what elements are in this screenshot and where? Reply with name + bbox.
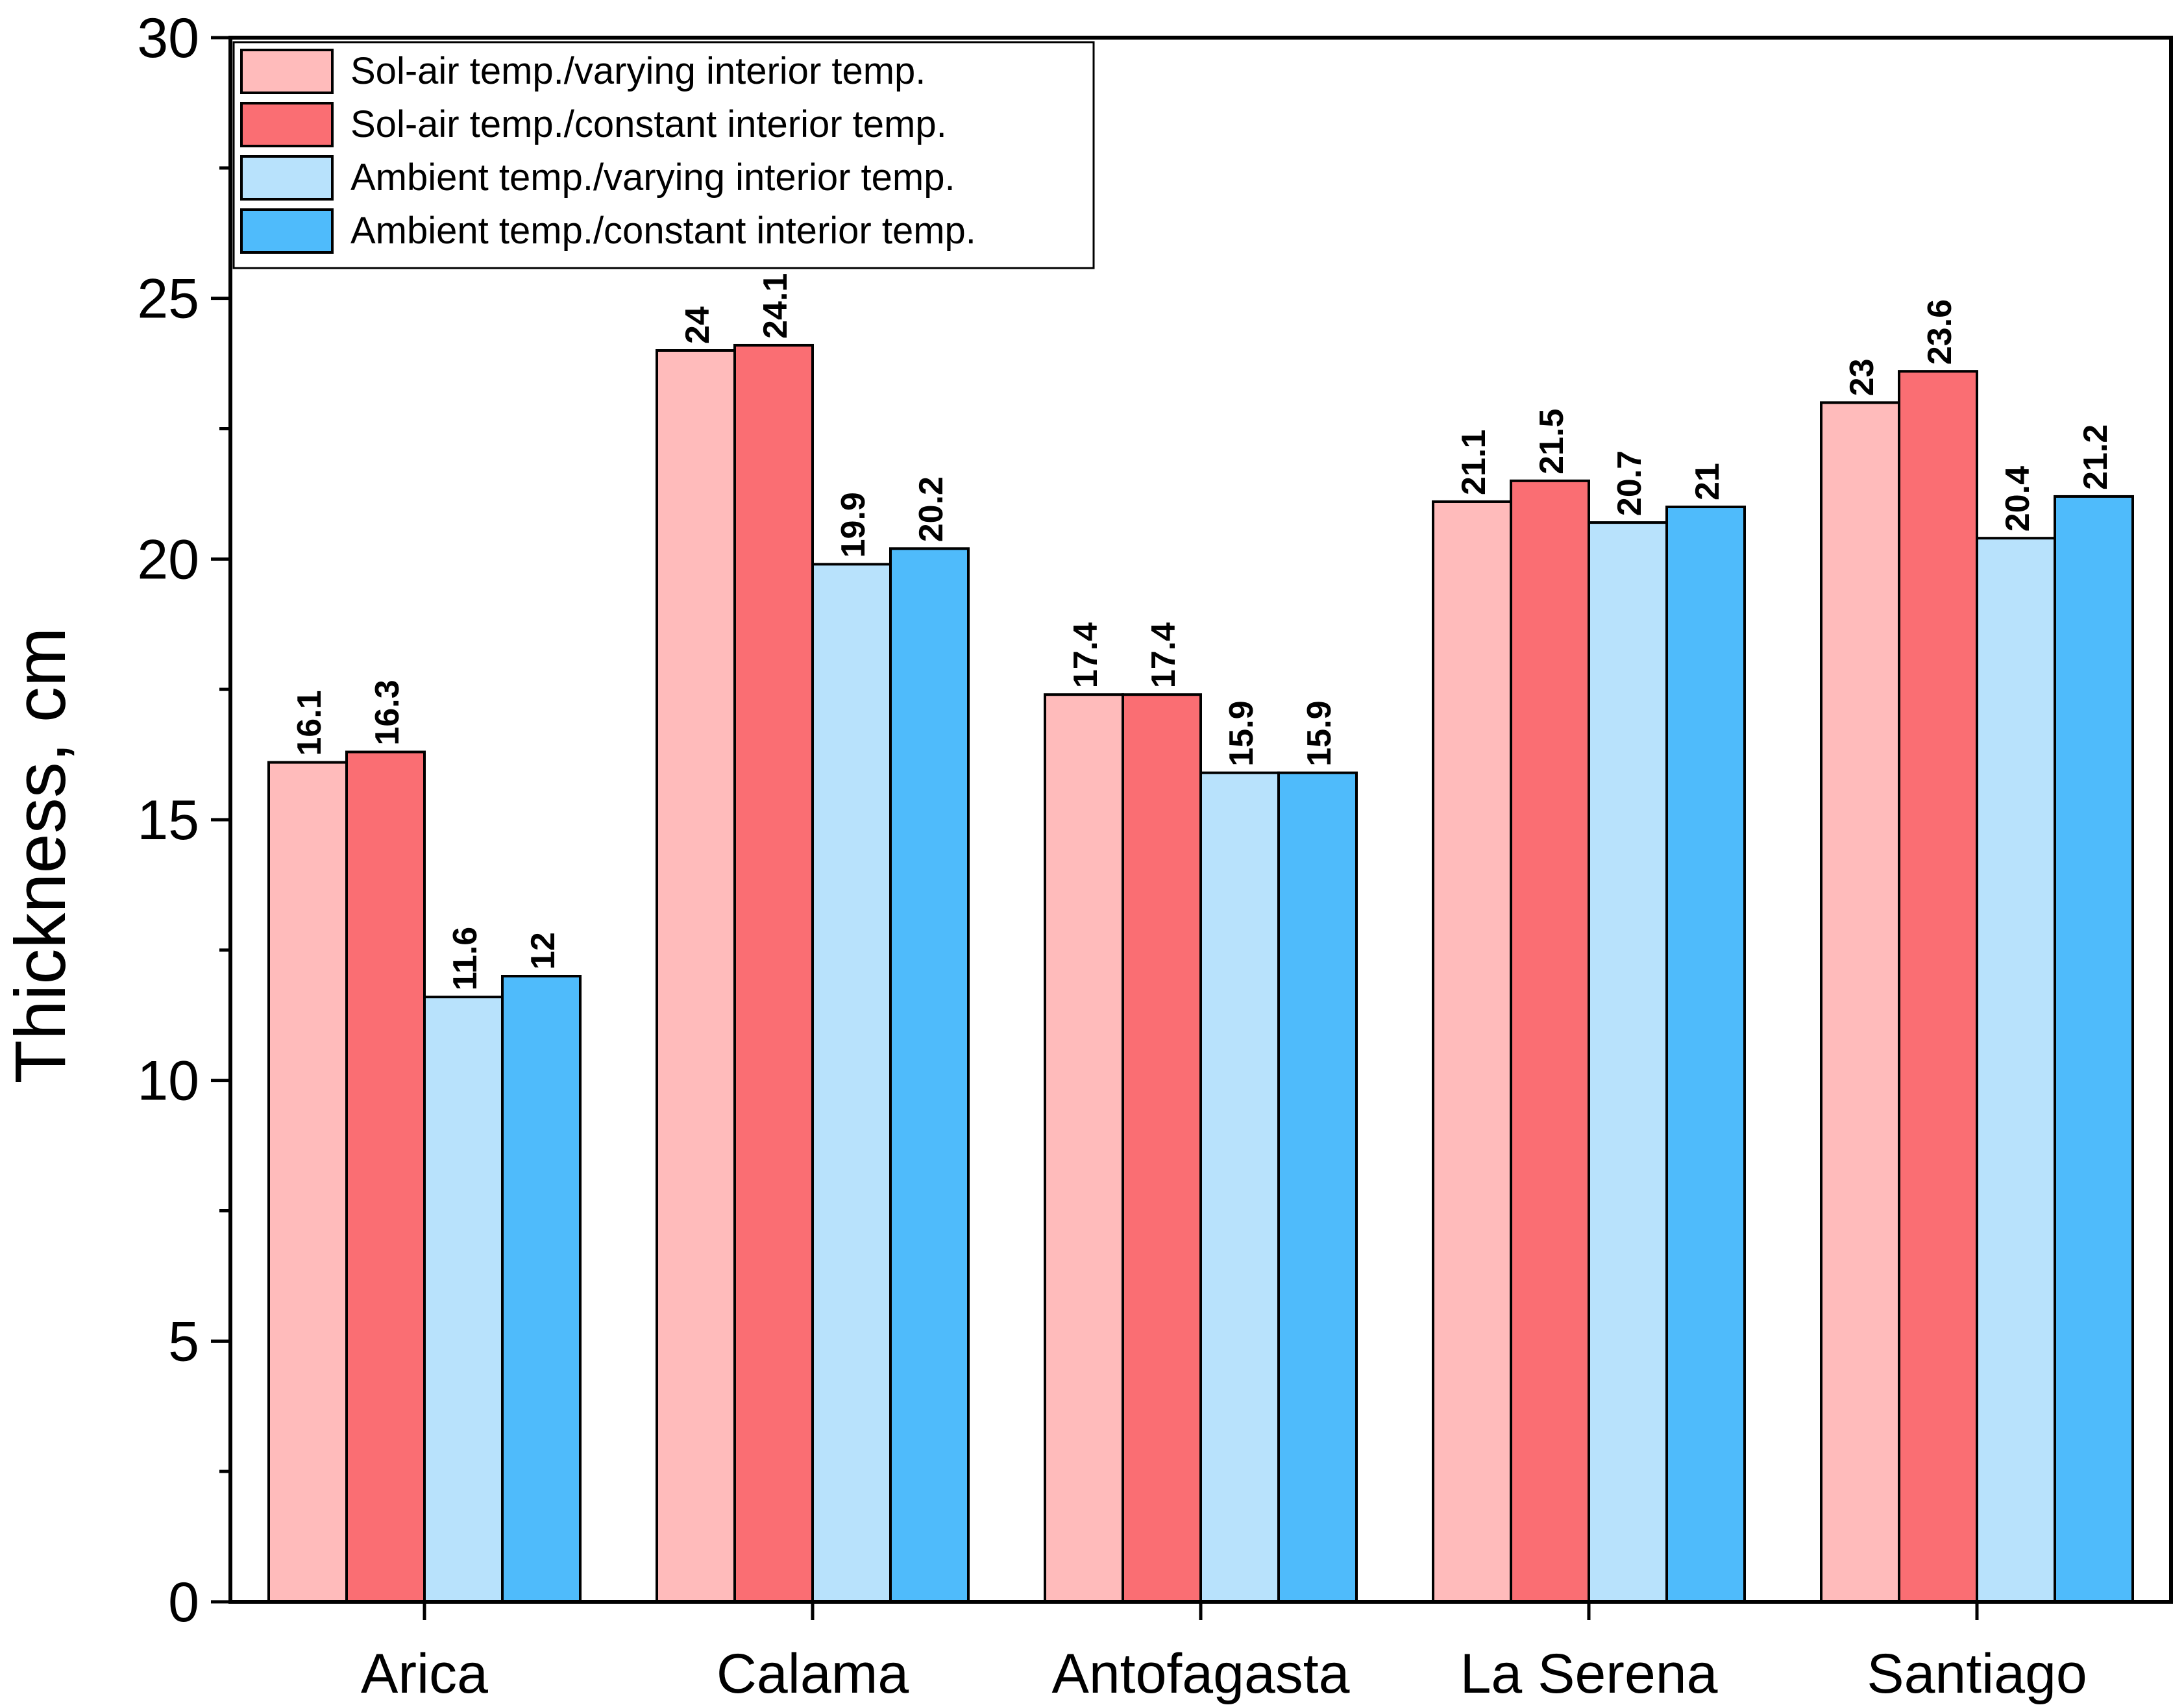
bar-calama-series-1: [656, 349, 736, 1603]
y-tick-label: 5: [168, 1310, 199, 1373]
data-label: 17.4: [1067, 622, 1105, 688]
legend-entry: Ambient temp./constant interior temp.: [350, 210, 976, 252]
data-label: 20.7: [1611, 450, 1649, 516]
y-tick-label: 30: [137, 7, 199, 69]
bar-la-serena-series-4: [1665, 506, 1746, 1603]
legend-swatch: [240, 49, 334, 94]
legend-swatch: [240, 208, 334, 254]
bar-arica-series-1: [267, 761, 348, 1603]
axes-layer: Arica Calama Antofagasta La Serena Santiago 0…: [137, 7, 2173, 1705]
y-tick-label: 20: [137, 528, 199, 591]
legend-swatch: [240, 102, 334, 147]
legend-entry: Ambient temp./varying interior temp.: [350, 156, 955, 199]
legend-swatch: [240, 155, 334, 201]
data-label: 19.9: [835, 492, 872, 558]
bar-calama-series-3: [811, 563, 892, 1603]
data-label: 15.9: [1301, 700, 1338, 766]
bar-antofagasta-series-1: [1044, 693, 1124, 1603]
y-tick-label: 0: [168, 1571, 199, 1634]
data-label: 20.2: [913, 476, 950, 542]
y-axis-title: Thickness, cm: [1, 628, 80, 1084]
data-label: 24: [679, 306, 717, 344]
data-label: 16.3: [369, 680, 406, 745]
bar-labels-layer: 16.1 16.3 11.6 12 24 24.1 19.9 20.2 17.4 17.4 15.9…: [291, 273, 2115, 990]
data-label: 21.2: [2077, 424, 2115, 490]
y-tick-label: 25: [137, 268, 199, 330]
bar-calama-series-2: [733, 343, 814, 1603]
data-label: 21: [1689, 463, 1726, 500]
data-label: 16.1: [291, 690, 328, 755]
data-label: 23.6: [1921, 299, 1959, 365]
data-label: 17.4: [1145, 622, 1183, 688]
bar-antofagasta-series-2: [1122, 693, 1202, 1603]
bar-santiago-series-1: [1820, 401, 1900, 1603]
legend-entry: Sol-air temp./varying interior temp.: [350, 50, 926, 92]
bar-la-serena-series-3: [1588, 521, 1668, 1603]
x-tick-label: Calama: [717, 1643, 909, 1705]
bar-arica-series-4: [501, 975, 582, 1603]
bar-santiago-series-2: [1898, 370, 1978, 1604]
data-label: 15.9: [1223, 700, 1260, 766]
data-label: 24.1: [757, 273, 794, 339]
x-tick-label: Santiago: [1867, 1643, 2087, 1705]
bars-layer: [267, 343, 2134, 1604]
bar-la-serena-series-1: [1432, 500, 1512, 1603]
data-label: 21.5: [1533, 409, 1571, 474]
bar-santiago-series-4: [2054, 495, 2134, 1603]
x-tick-label: Antofagasta: [1051, 1643, 1349, 1705]
data-label: 21.1: [1455, 430, 1493, 495]
x-tick-label: La Serena: [1460, 1643, 1718, 1705]
data-label: 12: [524, 932, 562, 970]
data-label: 11.6: [447, 927, 484, 990]
bar-arica-series-3: [423, 996, 504, 1603]
legend: Sol-air temp./varying interior temp. Sol-…: [232, 41, 1095, 269]
bar-calama-series-4: [889, 547, 970, 1603]
x-tick-label: Arica: [361, 1643, 488, 1705]
bar-la-serena-series-2: [1510, 479, 1590, 1603]
legend-entry: Sol-air temp./constant interior temp.: [350, 103, 947, 145]
data-label: 23: [1843, 358, 1881, 396]
bar-antofagasta-series-3: [1199, 771, 1280, 1603]
legend-box: [232, 41, 1095, 269]
bar-antofagasta-series-4: [1277, 771, 1358, 1603]
data-label: 20.4: [1999, 466, 2037, 532]
y-tick-label: 10: [137, 1050, 199, 1112]
y-tick-label: 15: [137, 789, 199, 852]
bar-santiago-series-3: [1976, 537, 2056, 1604]
bar-arica-series-2: [345, 750, 426, 1603]
